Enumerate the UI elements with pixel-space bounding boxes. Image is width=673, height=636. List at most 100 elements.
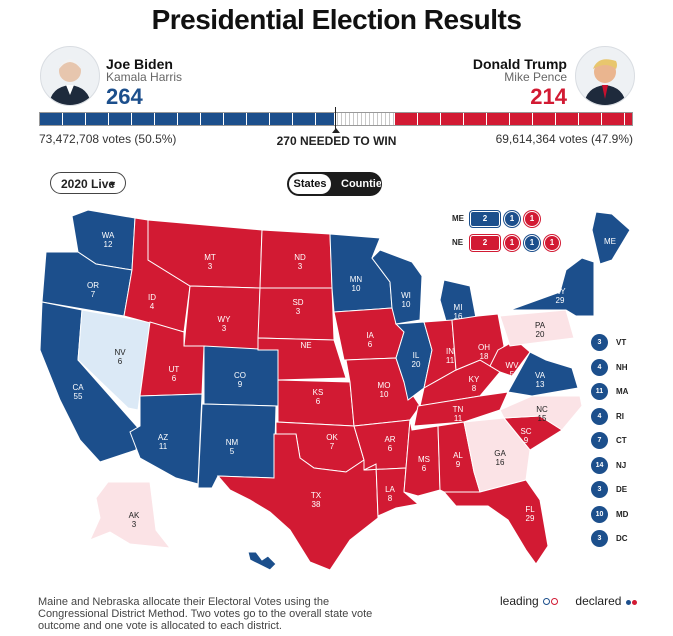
- small-state-nh[interactable]: 4 NH: [591, 358, 651, 376]
- page-title: Presidential Election Results: [151, 4, 522, 35]
- small-state-ev-dc: 3: [591, 530, 608, 547]
- state-hi[interactable]: [247, 551, 277, 571]
- triangle-up-icon: [332, 128, 340, 133]
- state-ev-hi: 4: [236, 564, 241, 573]
- state-label-ny: NY: [554, 287, 566, 296]
- state-ev-la: 8: [388, 494, 393, 503]
- small-state-label-ma: MA: [616, 387, 629, 396]
- states-layer: [39, 209, 631, 571]
- year-select-value: 2020 Live: [61, 177, 116, 191]
- state-ev-sd: 3: [296, 307, 301, 316]
- nebraska-district-3[interactable]: 1: [524, 235, 540, 251]
- state-label-wi: WI: [401, 291, 411, 300]
- small-state-ev-ri: 4: [591, 407, 608, 425]
- state-label-ky: KY: [469, 375, 480, 384]
- small-state-ev-ma: 11: [591, 383, 608, 400]
- nebraska-district-1[interactable]: 2: [470, 235, 500, 251]
- nebraska-district-4[interactable]: 1: [544, 235, 560, 251]
- state-label-fl: FL: [525, 505, 535, 514]
- state-ny[interactable]: [509, 257, 595, 317]
- trump-electoral-votes: 214: [530, 84, 567, 109]
- biden-name: Joe Biden: [106, 56, 173, 72]
- state-label-ks: KS: [313, 388, 324, 397]
- small-state-de[interactable]: 3 DE: [591, 481, 651, 498]
- state-label-tx: TX: [311, 491, 322, 500]
- year-select[interactable]: 2020 Live ▼: [50, 172, 126, 194]
- small-state-label-ct: CT: [616, 436, 627, 445]
- state-ev-mo: 10: [380, 390, 389, 399]
- state-label-wy: WY: [218, 315, 232, 324]
- small-state-label-vt: VT: [616, 338, 627, 347]
- maine-district-1[interactable]: 2: [470, 211, 500, 227]
- state-ev-or: 7: [91, 290, 96, 299]
- state-tx[interactable]: [216, 433, 379, 571]
- state-label-nm: NM: [226, 438, 239, 447]
- toggle-counties[interactable]: Counties: [341, 178, 381, 190]
- state-ev-nm: 5: [230, 447, 235, 456]
- small-state-ma[interactable]: 11 MA: [591, 383, 651, 400]
- biden-popular-votes: 73,472,708 votes (50.5%): [39, 132, 177, 146]
- view-toggle[interactable]: States Counties: [287, 172, 382, 196]
- state-label-or: OR: [87, 281, 99, 290]
- nebraska-district-2[interactable]: 1: [504, 235, 520, 251]
- small-state-ri[interactable]: 4 RI: [591, 407, 651, 425]
- legend: leading declared: [500, 594, 637, 608]
- small-state-ct[interactable]: 7 CT: [591, 432, 651, 449]
- state-ev-ut: 6: [172, 374, 177, 383]
- state-ev-ca: 55: [74, 392, 83, 401]
- small-state-label-ri: RI: [616, 411, 624, 421]
- state-nc[interactable]: [499, 395, 583, 431]
- state-ev-tn: 11: [454, 414, 463, 423]
- trump-name: Donald Trump: [472, 56, 567, 72]
- maine-district-2[interactable]: 1: [504, 211, 520, 227]
- state-ev-ga: 16: [496, 458, 505, 467]
- state-ev-ak: 3: [132, 520, 137, 529]
- state-label-ar: AR: [384, 435, 395, 444]
- state-pa[interactable]: [499, 309, 575, 347]
- small-state-ev-ct: 7: [591, 432, 608, 449]
- state-ev-nv: 6: [118, 357, 123, 366]
- state-ev-ks: 6: [316, 397, 321, 406]
- state-me[interactable]: [591, 211, 631, 265]
- legend-leading: leading: [500, 594, 539, 608]
- state-label-co: CO: [234, 371, 246, 380]
- state-label-pa: PA: [535, 321, 546, 330]
- biden-running-mate: Kamala Harris: [106, 70, 183, 84]
- state-label-il: IL: [413, 351, 420, 360]
- small-state-dc[interactable]: 3 DC: [591, 530, 651, 547]
- state-fl[interactable]: [442, 479, 549, 565]
- small-state-label-nh: NH: [616, 362, 628, 372]
- state-ev-wv: 5: [510, 370, 515, 379]
- small-state-vt[interactable]: 3 VT: [591, 334, 651, 351]
- maine-district-3[interactable]: 1: [524, 211, 540, 227]
- state-va[interactable]: [507, 351, 579, 397]
- small-state-ev-md: 10: [591, 505, 608, 523]
- trump-popular-votes: 69,614,364 votes (47.9%): [495, 132, 633, 146]
- state-label-nc: NC: [536, 405, 548, 414]
- state-ev-fl: 29: [526, 514, 535, 523]
- state-ev-id: 4: [150, 302, 155, 311]
- state-ak[interactable]: [89, 481, 172, 549]
- small-state-md[interactable]: 10 MD: [591, 505, 651, 523]
- state-label-ms: MS: [418, 455, 430, 464]
- state-label-mi: MI: [454, 303, 463, 312]
- footnote: Maine and Nebraska allocate their Electo…: [38, 596, 373, 632]
- state-label-wv: WV: [506, 361, 520, 370]
- state-label-ia: IA: [366, 331, 374, 340]
- electoral-vote-bar: [39, 112, 633, 126]
- chevron-down-icon: ▼: [108, 179, 117, 189]
- state-label-ne: NE: [300, 341, 311, 350]
- small-state-ev-nh: 4: [591, 358, 608, 376]
- state-label-mn: MN: [350, 275, 363, 284]
- state-ev-mn: 10: [352, 284, 361, 293]
- state-ev-ny: 29: [556, 296, 565, 305]
- state-label-ut: UT: [169, 365, 180, 374]
- undecided-bar-segment: [334, 113, 395, 125]
- state-label-ak: AK: [129, 511, 140, 520]
- state-ev-ms: 6: [422, 464, 427, 473]
- leading-dem-icon: [543, 598, 551, 605]
- small-state-nj[interactable]: 14 NJ: [591, 456, 651, 474]
- toggle-states[interactable]: States: [289, 174, 331, 194]
